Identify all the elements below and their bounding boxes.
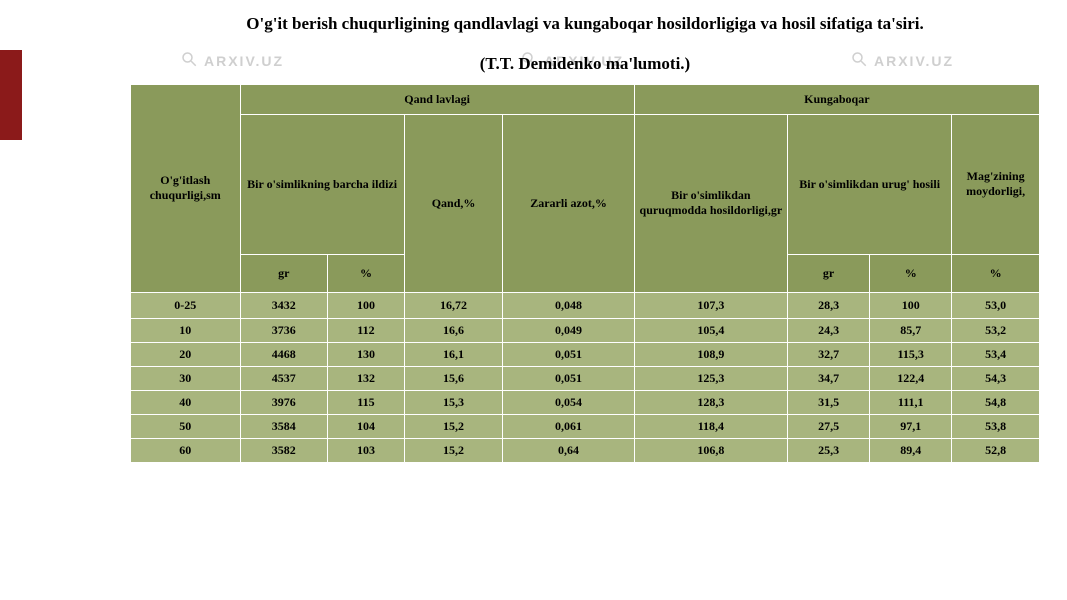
table-cell: 3584 [240, 414, 328, 438]
table-cell: 0,64 [503, 438, 634, 462]
table-cell: 122,4 [870, 366, 952, 390]
table-cell: 50 [131, 414, 241, 438]
col-depth-header: O'g'itlash chuqurligi,sm [131, 84, 241, 292]
table-cell: 32,7 [788, 342, 870, 366]
table-cell: 20 [131, 342, 241, 366]
col-pct1: % [328, 254, 405, 292]
table-cell: 4468 [240, 342, 328, 366]
col-group-kunga: Kungaboqar [634, 84, 1039, 114]
table-cell: 54,8 [952, 390, 1040, 414]
col-quruqmodda: Bir o'simlikdan quruqmodda hosildorligi,… [634, 114, 787, 292]
table-row: 40397611515,30,054128,331,5111,154,8 [131, 390, 1040, 414]
table-cell: 115,3 [870, 342, 952, 366]
table-cell: 15,3 [404, 390, 503, 414]
table-cell: 24,3 [788, 318, 870, 342]
table-cell: 34,7 [788, 366, 870, 390]
table-cell: 4537 [240, 366, 328, 390]
table-cell: 108,9 [634, 342, 787, 366]
table-cell: 112 [328, 318, 405, 342]
col-magzining: Mag'zining moydorligi, [952, 114, 1040, 254]
table-cell: 100 [870, 292, 952, 318]
table-cell: 89,4 [870, 438, 952, 462]
table-cell: 0-25 [131, 292, 241, 318]
table-cell: 0,051 [503, 342, 634, 366]
table-cell: 104 [328, 414, 405, 438]
accent-bar [0, 50, 22, 140]
table-cell: 53,2 [952, 318, 1040, 342]
table-cell: 16,72 [404, 292, 503, 318]
col-zararli-azot: Zararli azot,% [503, 114, 634, 292]
table-cell: 3432 [240, 292, 328, 318]
page-subtitle: (T.T. Demidenko ma'lumoti.) [130, 54, 1040, 74]
table-cell: 15,2 [404, 414, 503, 438]
table-body: 0-25343210016,720,048107,328,310053,0103… [131, 292, 1040, 462]
col-group-qand: Qand lavlagi [240, 84, 634, 114]
table-cell: 53,8 [952, 414, 1040, 438]
table-cell: 125,3 [634, 366, 787, 390]
table-cell: 100 [328, 292, 405, 318]
col-gr1: gr [240, 254, 328, 292]
table-row: 60358210315,20,64106,825,389,452,8 [131, 438, 1040, 462]
table-row: 50358410415,20,061118,427,597,153,8 [131, 414, 1040, 438]
table-cell: 3736 [240, 318, 328, 342]
table-cell: 15,2 [404, 438, 503, 462]
table-row: 0-25343210016,720,048107,328,310053,0 [131, 292, 1040, 318]
page-title: O'g'it berish chuqurligining qandlavlagi… [130, 12, 1040, 36]
table-cell: 118,4 [634, 414, 787, 438]
table-cell: 53,4 [952, 342, 1040, 366]
table-cell: 0,049 [503, 318, 634, 342]
table-cell: 40 [131, 390, 241, 414]
col-barcha-ildizi: Bir o'simlikning barcha ildizi [240, 114, 404, 254]
table-cell: 103 [328, 438, 405, 462]
table-cell: 0,048 [503, 292, 634, 318]
table-cell: 106,8 [634, 438, 787, 462]
table-cell: 105,4 [634, 318, 787, 342]
table-cell: 25,3 [788, 438, 870, 462]
table-cell: 28,3 [788, 292, 870, 318]
table-cell: 10 [131, 318, 241, 342]
table-row: 30453713215,60,051125,334,7122,454,3 [131, 366, 1040, 390]
table-cell: 115 [328, 390, 405, 414]
col-mag-pct: % [952, 254, 1040, 292]
table-cell: 85,7 [870, 318, 952, 342]
table-cell: 31,5 [788, 390, 870, 414]
data-table: O'g'itlash chuqurligi,sm Qand lavlagi Ku… [130, 84, 1040, 463]
table-cell: 97,1 [870, 414, 952, 438]
col-qand-pct: Qand,% [404, 114, 503, 292]
col-pct2: % [870, 254, 952, 292]
table-cell: 54,3 [952, 366, 1040, 390]
table-cell: 132 [328, 366, 405, 390]
table-cell: 107,3 [634, 292, 787, 318]
table-row: 20446813016,10,051108,932,7115,353,4 [131, 342, 1040, 366]
table-cell: 0,061 [503, 414, 634, 438]
slide-content: O'g'it berish chuqurligining qandlavlagi… [130, 12, 1040, 463]
col-urug-hosili: Bir o'simlikdan urug' hosili [788, 114, 952, 254]
table-cell: 30 [131, 366, 241, 390]
table-cell: 130 [328, 342, 405, 366]
table-cell: 0,054 [503, 390, 634, 414]
table-cell: 3976 [240, 390, 328, 414]
table-row: 10373611216,60,049105,424,385,753,2 [131, 318, 1040, 342]
col-gr2: gr [788, 254, 870, 292]
table-cell: 0,051 [503, 366, 634, 390]
table-cell: 111,1 [870, 390, 952, 414]
table-cell: 15,6 [404, 366, 503, 390]
table-cell: 52,8 [952, 438, 1040, 462]
table-cell: 60 [131, 438, 241, 462]
table-cell: 53,0 [952, 292, 1040, 318]
table-cell: 16,6 [404, 318, 503, 342]
table-cell: 3582 [240, 438, 328, 462]
table-cell: 16,1 [404, 342, 503, 366]
table-cell: 128,3 [634, 390, 787, 414]
table-cell: 27,5 [788, 414, 870, 438]
